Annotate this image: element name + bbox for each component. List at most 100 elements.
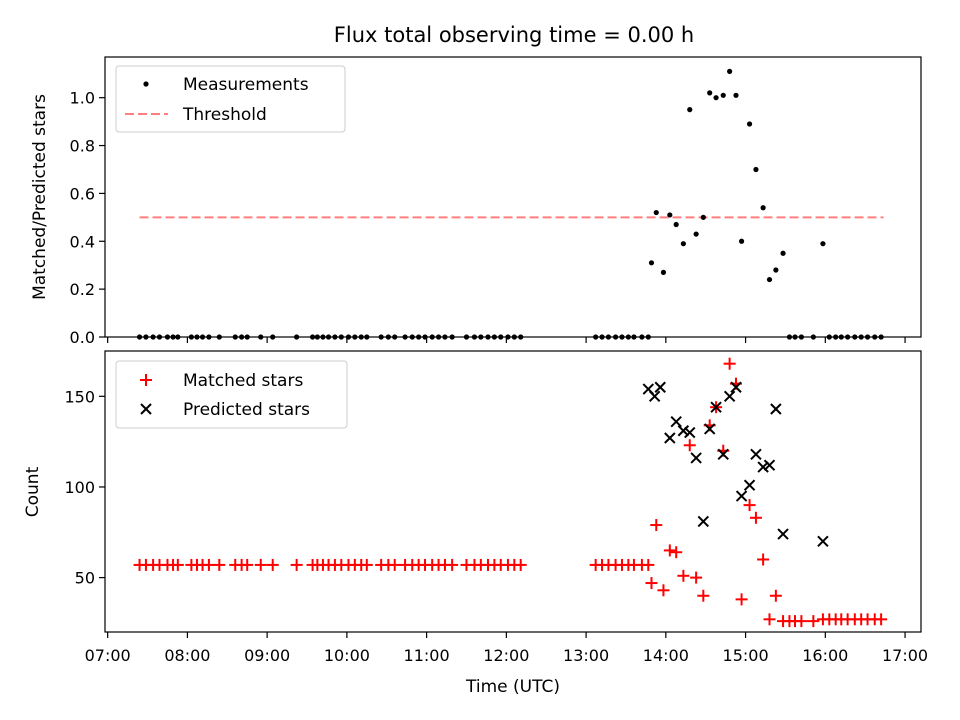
predicted-star-point <box>684 426 696 439</box>
measurement-point <box>667 212 673 218</box>
measurement-point <box>693 231 699 237</box>
ratio-axes-frame <box>104 56 922 338</box>
predicted-star-point <box>690 452 702 464</box>
x-tick-label: 10:00 <box>324 646 370 665</box>
x-axis-label: Time (UTC) <box>465 677 560 697</box>
matched-star-point <box>446 558 459 571</box>
matched-star-point <box>388 558 401 571</box>
predicted-star-point <box>750 448 762 461</box>
matched-star-point <box>657 584 670 597</box>
matched-star-point <box>670 546 683 559</box>
legend-matched-label: Matched stars <box>183 371 303 391</box>
legend-matched-marker <box>140 374 152 386</box>
predicted-star-point <box>730 381 742 393</box>
matched-star-point <box>360 558 373 571</box>
matched-star-point <box>757 553 770 566</box>
x-tick-label: 16:00 <box>802 646 848 665</box>
count-legend-box <box>115 360 348 429</box>
x-tick-label: 08:00 <box>164 646 210 665</box>
measurement-point <box>720 92 726 98</box>
matched-star-points <box>133 357 888 628</box>
count-y-ticks: 50 100 150 <box>64 387 105 588</box>
measurement-point <box>760 205 766 211</box>
predicted-star-point <box>743 479 756 491</box>
count-y-axis-label: Count <box>23 466 43 517</box>
measurement-point <box>713 95 719 101</box>
measurement-point <box>766 276 773 283</box>
ratio-y-ticks: 0.0 0.2 0.4 0.6 0.8 1.0 <box>70 89 105 347</box>
legend-predicted-marker <box>140 403 152 415</box>
count-axes-frame <box>104 350 922 633</box>
matched-star-point <box>723 357 736 370</box>
predicted-star-points <box>642 381 829 548</box>
matched-star-point <box>642 558 655 571</box>
measurement-point <box>820 241 826 247</box>
matched-star-point <box>795 615 808 628</box>
matched-star-point <box>769 589 782 602</box>
predicted-star-point <box>670 415 682 428</box>
ratio-y-tick-label: 0.2 <box>70 280 95 299</box>
count-y-tick-label: 50 <box>75 569 95 588</box>
measurement-point <box>733 92 739 98</box>
x-tick-label: 13:00 <box>563 646 609 665</box>
measurement-point <box>660 269 667 275</box>
predicted-star-point <box>757 461 769 473</box>
measurement-point <box>780 250 786 256</box>
measurement-point <box>773 267 779 273</box>
measurement-point <box>753 166 759 173</box>
x-tick-label: 17:00 <box>882 646 928 665</box>
legend-threshold-label: Threshold <box>182 105 267 125</box>
ratio-panel: 0.0 0.2 0.4 0.6 0.8 1.0 Matched/Predicted sta… <box>30 56 922 347</box>
predicted-star-point <box>664 432 676 444</box>
ratio-y-tick-label: 0.0 <box>70 328 95 347</box>
predicted-star-point <box>723 390 736 403</box>
matched-star-point <box>514 558 527 571</box>
matched-star-point <box>690 571 703 584</box>
chart-title: Flux total observing time = 0.00 h <box>334 23 694 47</box>
measurement-point <box>680 241 686 247</box>
count-panel: 50 100 150 07:00 08:00 09:00 10:00 11:00 12:00 1… <box>23 350 928 697</box>
measurement-point <box>687 107 693 113</box>
measurement-point <box>653 209 659 216</box>
matched-star-point <box>743 499 756 512</box>
ratio-y-tick-label: 0.8 <box>70 137 95 156</box>
count-y-tick-label: 100 <box>64 478 95 497</box>
ratio-y-tick-label: 1.0 <box>70 89 95 108</box>
matched-star-point <box>290 558 303 571</box>
matched-star-point <box>645 577 658 590</box>
x-tick-label: 15:00 <box>723 646 769 665</box>
matched-star-point <box>202 558 215 571</box>
legend-measurements-marker <box>143 81 149 87</box>
x-tick-label: 12:00 <box>483 646 529 665</box>
measurement-point <box>727 68 733 74</box>
measurement-point <box>673 221 679 228</box>
predicted-star-point <box>648 390 661 403</box>
legend-predicted-label: Predicted stars <box>183 400 310 420</box>
matched-star-point <box>171 558 184 571</box>
ratio-legend: Measurements Threshold <box>115 65 346 133</box>
count-legend: Matched stars Predicted stars <box>115 360 348 429</box>
predicted-star-point <box>677 425 690 437</box>
matched-star-point <box>683 439 696 452</box>
measurement-point <box>746 121 753 127</box>
measurement-points <box>136 68 884 340</box>
predicted-star-point <box>710 401 722 413</box>
predicted-star-point <box>817 535 829 548</box>
ratio-y-tick-label: 0.6 <box>70 184 95 203</box>
predicted-star-point <box>654 381 666 393</box>
measurement-point <box>738 238 745 244</box>
matched-star-point <box>213 558 226 571</box>
matched-star-point <box>677 569 690 582</box>
measurement-point <box>707 90 713 96</box>
predicted-star-point <box>770 403 782 415</box>
x-tick-label: 11:00 <box>404 646 450 665</box>
x-tick-label: 14:00 <box>643 646 689 665</box>
matched-star-point <box>266 558 279 571</box>
matched-star-point <box>763 613 776 626</box>
matched-star-point <box>735 593 748 606</box>
predicted-star-point <box>717 448 729 461</box>
matched-star-point <box>663 544 676 557</box>
measurement-point <box>648 260 655 266</box>
matched-star-point <box>807 615 820 628</box>
